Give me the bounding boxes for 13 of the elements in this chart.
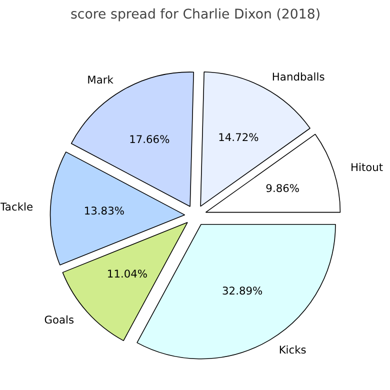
data-label: 9.86% — [266, 182, 300, 196]
data-label: 11.04% — [106, 268, 148, 281]
slice-label: Tackle — [0, 200, 34, 214]
data-label: 17.66% — [129, 132, 170, 146]
chart-title: score spread for Charlie Dixon (2018) — [70, 8, 321, 22]
data-label: 32.89% — [222, 284, 263, 298]
slice-label: Goals — [44, 313, 74, 326]
data-label: 14.72% — [218, 131, 259, 144]
slice-label: Kicks — [278, 344, 307, 357]
slice-label: Hitout — [350, 161, 384, 174]
slice-label: Mark — [87, 74, 114, 87]
slice-label: Handballs — [272, 70, 326, 84]
data-label: 13.83% — [84, 204, 125, 218]
